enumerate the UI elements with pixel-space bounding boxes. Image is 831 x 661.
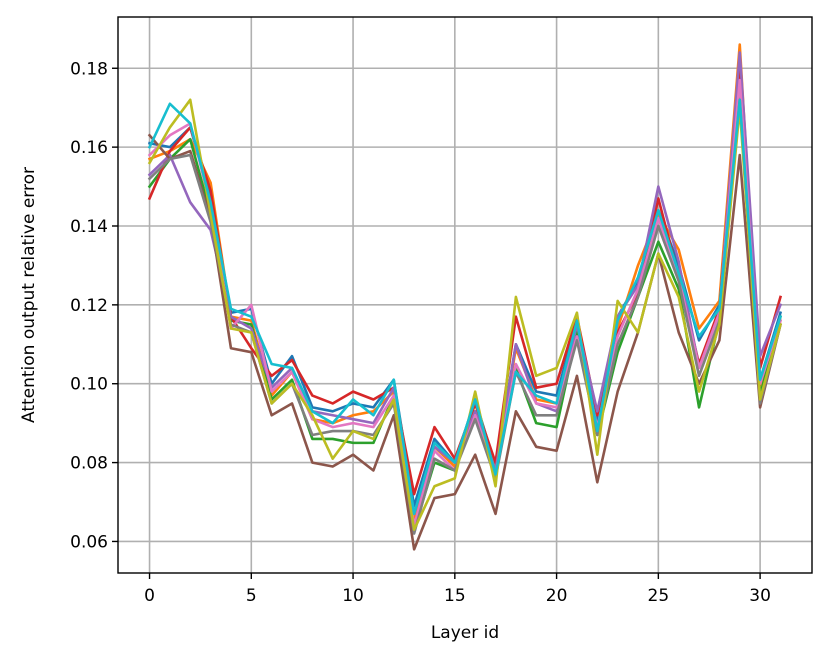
x-tick-label: 10: [342, 586, 364, 606]
series-line-6: [147, 133, 783, 551]
x-tick-label: 0: [144, 586, 155, 606]
y-tick-label: 0.12: [70, 296, 108, 316]
axis-ticks: 0 5 10 15 20 25 30 0.06 0.08 0.10 0.12 0.14 0.16 0.18: [70, 59, 771, 606]
gridlines: [118, 17, 812, 573]
series-lines: [147, 43, 783, 551]
series-line-10: [147, 98, 783, 516]
y-tick-label: 0.14: [70, 217, 108, 237]
y-tick-label: 0.10: [70, 375, 108, 395]
x-axis-label: Layer id: [431, 623, 499, 643]
x-tick-label: 25: [648, 586, 670, 606]
x-tick-label: 15: [444, 586, 466, 606]
y-tick-label: 0.16: [70, 138, 108, 158]
y-tick-label: 0.08: [70, 454, 108, 474]
y-tick-label: 0.06: [70, 532, 108, 552]
y-tick-label: 0.18: [70, 59, 108, 79]
plot-frame: [117, 16, 813, 574]
y-axis-label: Attention output relative error: [19, 167, 39, 423]
x-tick-label: 20: [546, 586, 568, 606]
x-tick-label: 5: [246, 586, 257, 606]
x-tick-label: 30: [749, 586, 771, 606]
